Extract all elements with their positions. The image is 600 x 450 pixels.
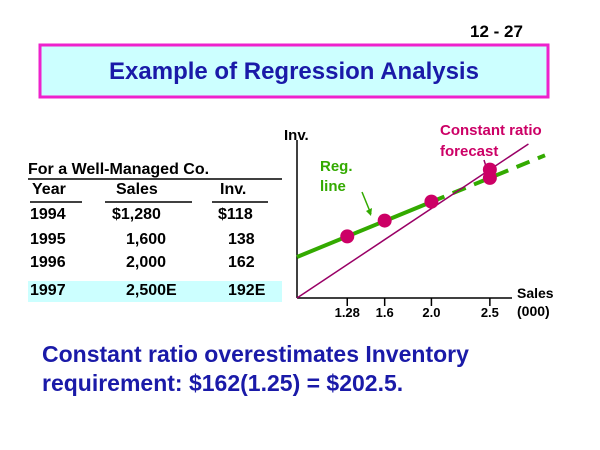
table-cell: 2,000: [126, 254, 167, 271]
y-axis-label: Inv.: [284, 127, 309, 144]
table-cell: 1995: [30, 231, 66, 248]
table-cell: $118: [218, 206, 253, 223]
table-cell: 1996: [30, 254, 66, 271]
series-label: Constant ratio forecast: [440, 122, 542, 160]
data-point: [340, 229, 355, 244]
slide-number: 12 - 27: [470, 22, 523, 41]
table-header: Inv.: [220, 181, 247, 198]
data-point: [424, 194, 439, 209]
slide-title: Example of Regression Analysis: [109, 58, 479, 85]
x-tick-label: 2.5: [481, 305, 499, 320]
table-cell: 2,500E: [126, 282, 177, 299]
x-tick-label: 1.6: [376, 305, 394, 320]
table-header: Sales: [116, 181, 158, 198]
data-point: [377, 213, 392, 228]
x-tick-label: 1.28: [335, 305, 360, 320]
table-cell: $1,280: [112, 206, 161, 223]
regression-line: [296, 200, 433, 259]
arrowhead: [366, 208, 372, 216]
table-cell: 162: [228, 254, 255, 271]
data-point: [482, 162, 497, 177]
x-axis-label: Sales (000): [517, 285, 554, 319]
title-box: [38, 43, 550, 99]
footer-text: Constant ratio overestimates Inventory r…: [42, 341, 469, 396]
table-header: Year: [32, 181, 66, 198]
series-label: Reg. line: [320, 158, 353, 195]
x-tick-label: 2.0: [422, 305, 440, 320]
table-cell: 1997: [30, 282, 66, 299]
table-cell: 192E: [228, 282, 266, 299]
table-cell: 1994: [30, 206, 66, 223]
table-cell: 1,600: [126, 231, 167, 248]
table-caption: For a Well-Managed Co.: [28, 161, 210, 178]
row-highlight: [28, 281, 282, 302]
regression-line-forecast: [430, 153, 546, 204]
table-cell: 138: [228, 231, 255, 248]
